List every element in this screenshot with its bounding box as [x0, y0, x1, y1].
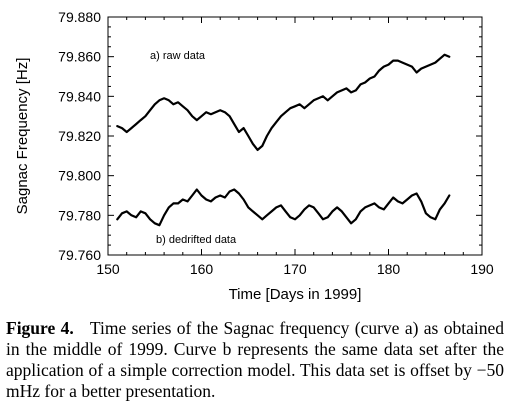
series-b-annotation: b) dedrifted data [156, 234, 237, 246]
series-line-dedrifted [116, 188, 451, 227]
x-tick-label: 190 [470, 261, 494, 277]
chart: 150 160 170 180 190 79.760 79.780 79.800 79.820 7… [14, 9, 494, 303]
tick-labels: 150 160 170 180 190 79.760 79.780 79.800 79.820 7… [58, 9, 494, 277]
y-tick-label: 79.840 [58, 88, 101, 104]
series-line-raw [116, 53, 451, 151]
figure-caption: Figure 4. Time series of the Sagnac freq… [6, 318, 504, 402]
y-tick-label: 79.760 [58, 247, 101, 263]
y-tick-label: 79.880 [58, 9, 101, 25]
x-tick-label: 170 [283, 261, 307, 277]
ticks [107, 16, 483, 256]
y-axis-title: Sagnac Frequency [Hz] [14, 58, 31, 215]
x-axis-title: Time [Days in 1999] [229, 286, 362, 303]
x-tick-label: 150 [96, 261, 120, 277]
caption-label: Figure 4. [6, 318, 74, 338]
y-tick-label: 79.820 [58, 128, 101, 144]
x-tick-label: 160 [190, 261, 214, 277]
y-tick-label: 79.800 [58, 168, 101, 184]
y-tick-label: 79.780 [58, 207, 101, 223]
series-layer [116, 53, 451, 227]
y-tick-label: 79.860 [58, 49, 101, 65]
caption-text: Time series of the Sagnac frequency (cur… [6, 318, 504, 401]
x-tick-label: 180 [377, 261, 401, 277]
series-a-annotation: a) raw data [150, 50, 206, 62]
